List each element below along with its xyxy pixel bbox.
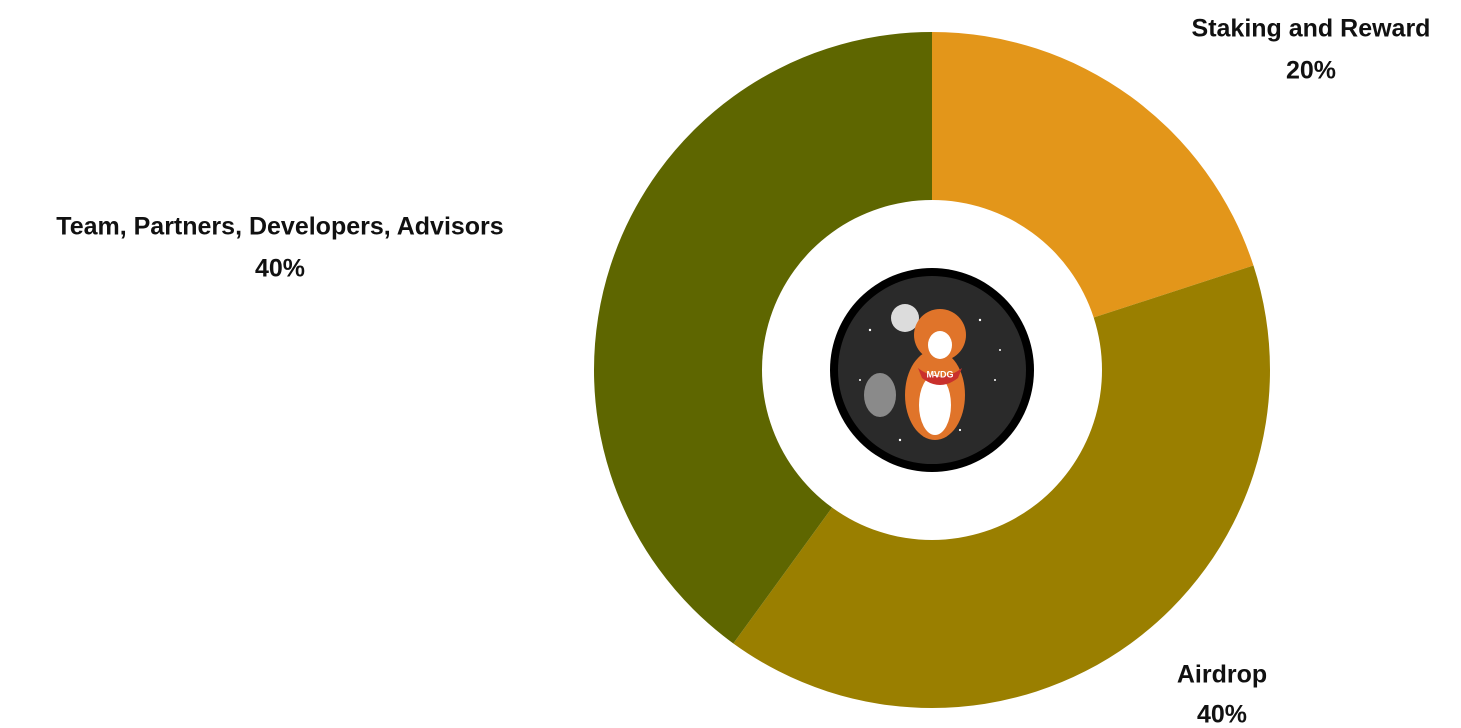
slice-label: Staking and Reward: [1192, 15, 1431, 43]
logo-chest: [919, 375, 951, 435]
donut-slice: [594, 32, 932, 644]
slice-value-label: 20%: [1286, 57, 1336, 85]
donut-slice: [733, 265, 1270, 709]
slice-label: Airdrop: [1177, 661, 1267, 689]
logo-face: [928, 331, 952, 359]
logo-tail: [864, 373, 896, 417]
donut-slice: [932, 32, 1254, 318]
slices: [594, 32, 1270, 709]
slice-value-label: 40%: [1197, 701, 1247, 728]
slice-value-label: 40%: [255, 255, 305, 283]
logo-stars: [859, 318, 1001, 442]
logo-text: MVDG: [927, 369, 954, 379]
logo-bandana: [918, 368, 962, 385]
center-logo: [830, 268, 1034, 472]
logo-moon: [891, 304, 919, 332]
slice-label: Team, Partners, Developers, Advisors: [56, 213, 503, 241]
